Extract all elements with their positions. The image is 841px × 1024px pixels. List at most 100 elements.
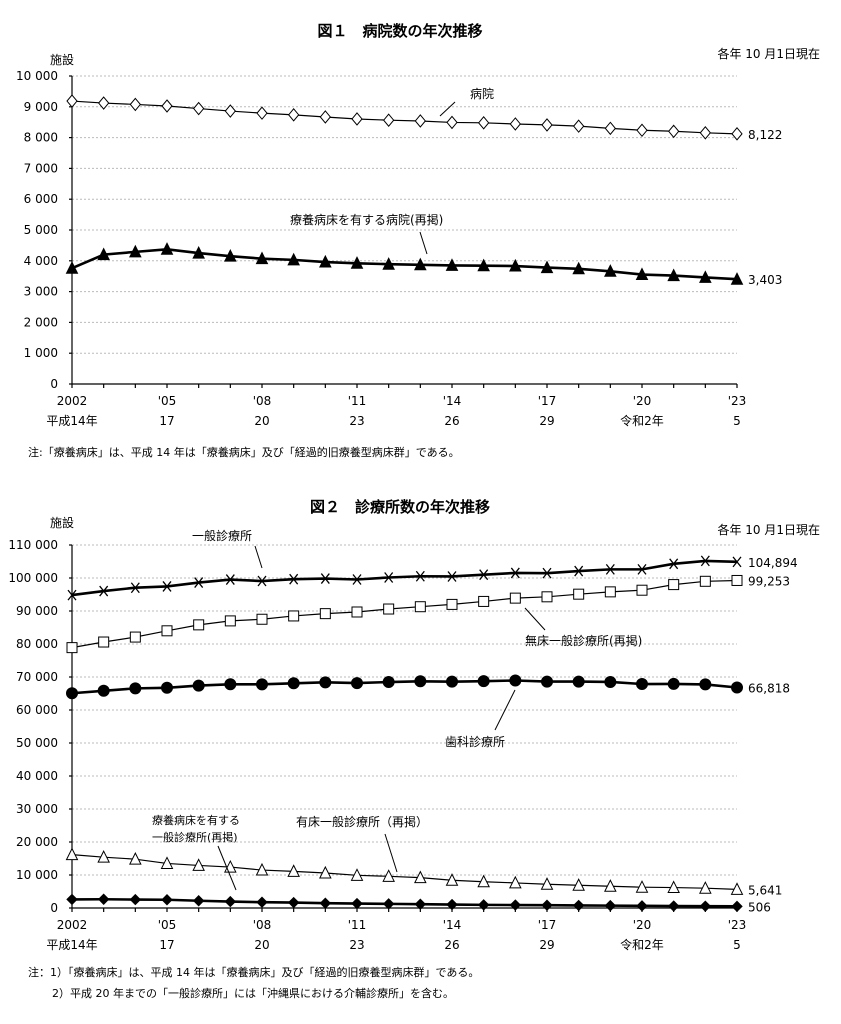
data-point-triangle-open: [255, 862, 269, 876]
data-point-triangle-open: [445, 873, 459, 886]
data-point-triangle-open: [667, 880, 680, 894]
chart-2: 図２ 診療所数の年次推移 各年 10 月1日現在 施設 0 10 000 20 00…: [8, 498, 820, 1000]
data-point-x: [130, 582, 140, 594]
x-era-label: 令和2年: [620, 937, 664, 952]
data-point-diamond-filled: [509, 899, 522, 911]
end-value-label: 5,641: [748, 883, 782, 897]
series-line: [71, 559, 738, 597]
series-line: [71, 247, 738, 281]
data-point-triangle-filled: [414, 257, 427, 271]
arrow-ryoyo-hospital: [419, 231, 428, 255]
label-bedless-clinic: 無床一般診療所(再掲): [525, 633, 642, 648]
data-point-circle-filled: [66, 687, 78, 700]
data-point-square-open: [604, 586, 616, 598]
data-point-circle-filled: [256, 678, 268, 691]
data-point-triangle-filled: [160, 242, 174, 255]
x-era-label: 29: [539, 414, 554, 428]
data-point-triangle-filled: [224, 249, 237, 262]
data-point-triangle-filled: [445, 258, 459, 271]
data-point-triangle-open: [319, 865, 332, 879]
data-point-triangle-open: [414, 870, 427, 884]
data-point-x: [510, 567, 520, 579]
data-point-triangle-filled: [319, 254, 332, 268]
data-point-triangle-open: [192, 858, 205, 871]
data-point-triangle-open: [160, 856, 174, 869]
data-point-x: [574, 565, 584, 577]
x-era-label: 26: [444, 414, 459, 428]
data-point-square-open: [66, 642, 78, 654]
data-point-diamond-open: [636, 123, 648, 138]
data-point-diamond-open: [224, 104, 236, 118]
label-bed-clinic: 有床一般診療所（再掲）: [296, 814, 428, 829]
data-point-diamond-open: [383, 113, 395, 127]
data-point-diamond-open: [288, 108, 300, 122]
chart-1-note: 注:「療養病床」は、平成 14 年は「療養病床」及び「経過的旧療養型病床群」であ…: [28, 445, 460, 459]
data-point-diamond-filled: [129, 893, 142, 906]
data-point-circle-filled: [636, 678, 648, 691]
y-tick-label: 90 000: [16, 604, 58, 618]
data-point-diamond-filled: [667, 900, 680, 912]
data-point-diamond-open: [193, 101, 205, 116]
x-era-label: 5: [733, 938, 741, 952]
data-point-square-open: [478, 595, 490, 607]
data-point-square-open: [699, 575, 711, 587]
y-tick-label: 3 000: [24, 285, 58, 299]
label-ryoyo-clinic-line2: 一般診療所(再掲): [152, 830, 238, 844]
data-point-triangle-filled: [255, 251, 269, 265]
data-point-circle-filled: [161, 681, 173, 694]
x-era-label: 5: [733, 414, 741, 428]
data-point-circle-filled: [477, 675, 490, 688]
y-tick-label: 5 000: [24, 223, 58, 237]
data-point-diamond-open: [731, 127, 743, 141]
x-era-label: 23: [349, 938, 364, 952]
data-point-diamond-filled: [477, 899, 490, 911]
chart-2-date-note: 各年 10 月1日現在: [717, 522, 820, 537]
y-tick-label: 110 000: [8, 538, 58, 552]
data-point-diamond-open: [478, 116, 490, 130]
series-line: [71, 579, 738, 649]
series-line: [71, 897, 738, 908]
data-point-triangle-filled: [699, 270, 712, 283]
y-tick-label: 6 000: [24, 192, 58, 206]
end-value-label: 66,818: [748, 682, 790, 696]
data-point-triangle-filled: [65, 261, 79, 274]
x-era-label: 17: [159, 938, 174, 952]
y-tick-label: 8 000: [24, 131, 58, 145]
data-point-circle-filled: [224, 678, 237, 691]
data-point-circle-filled: [129, 682, 142, 695]
data-point-x: [194, 577, 204, 588]
data-point-diamond-open: [256, 106, 268, 120]
arrow-dental-clinic: [494, 689, 516, 731]
data-point-circle-filled: [699, 678, 712, 691]
data-point-triangle-open: [730, 882, 744, 895]
data-point-diamond-filled: [256, 896, 268, 908]
x-tick-label: 2002: [57, 918, 88, 932]
data-point-diamond-filled: [382, 898, 395, 910]
data-point-triangle-open: [540, 877, 554, 890]
data-point-triangle-open: [572, 878, 585, 891]
x-tick-label: '08: [253, 918, 272, 932]
data-point-triangle-filled: [509, 258, 522, 272]
data-point-circle-filled: [731, 681, 743, 694]
x-era-label: 平成14年: [46, 414, 97, 428]
data-point-diamond-open: [604, 121, 616, 136]
chart-1-date-note: 各年 10 月1日現在: [717, 46, 820, 61]
data-point-triangle-filled: [477, 258, 490, 272]
data-point-triangle-filled: [730, 272, 744, 285]
end-value-label: 506: [748, 900, 771, 914]
data-point-circle-filled: [192, 679, 205, 692]
data-point-x: [320, 573, 330, 584]
y-tick-label: 4 000: [24, 254, 58, 268]
x-era-label: 20: [254, 414, 269, 428]
arrow-ryoyo-clinic: [217, 845, 237, 891]
y-tick-label: 10 000: [16, 868, 58, 882]
data-point-circle-filled: [446, 675, 458, 688]
data-point-diamond-open: [414, 114, 426, 128]
data-point-x: [479, 569, 489, 581]
y-tick-label: 80 000: [16, 637, 58, 651]
data-point-triangle-open: [287, 864, 300, 877]
data-point-triangle-filled: [192, 245, 205, 259]
data-point-diamond-filled: [351, 897, 363, 910]
data-point-triangle-open: [65, 847, 79, 861]
chart-1-title: 図１ 病院数の年次推移: [317, 22, 482, 40]
